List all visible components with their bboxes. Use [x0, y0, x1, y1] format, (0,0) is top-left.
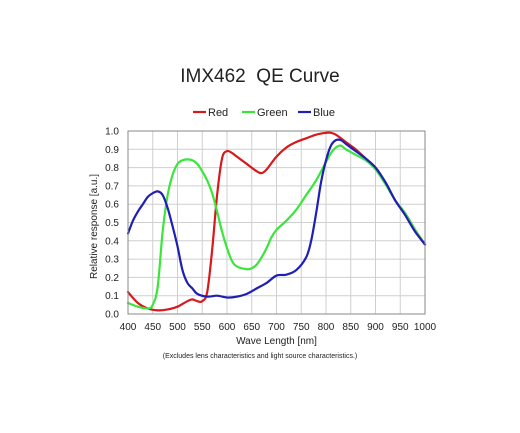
legend-label-red: Red: [208, 107, 228, 119]
x-tick-label: 700: [268, 322, 285, 333]
chart-legend: Red Green Blue: [193, 107, 335, 119]
x-tick-label: 900: [367, 322, 384, 333]
x-tick-label: 550: [194, 322, 211, 333]
y-tick-label: 0.8: [105, 163, 119, 174]
plot-frame: [127, 130, 426, 315]
y-tick-label: 0.2: [105, 273, 119, 284]
legend-label-green: Green: [257, 107, 288, 119]
x-axis-label: Wave Length [nm]: [236, 336, 317, 347]
y-tick-label: 0.6: [105, 200, 119, 211]
y-tick-label: 0.0: [105, 310, 119, 321]
series-line-blue: [126, 138, 427, 299]
chart-series: [126, 131, 427, 312]
chart-footnote: (Excludes lens characteristics and light…: [162, 353, 358, 360]
x-tick-label: 450: [144, 322, 161, 333]
y-tick-label: 1.0: [105, 127, 119, 138]
y-tick-labels: 0.0 0.1 0.2 0.3 0.4 0.5 0.6 0.7 0.8 0.9 1.0: [105, 127, 119, 321]
x-tick-label: 600: [219, 322, 236, 333]
y-tick-label: 0.5: [105, 218, 119, 229]
series-line-green: [126, 144, 427, 310]
chart-title: IMX462 QE Curve: [180, 66, 340, 87]
x-tick-label: 500: [169, 322, 186, 333]
x-tick-label: 950: [392, 322, 409, 333]
x-tick-label: 800: [318, 322, 335, 333]
y-axis-label: Relative response [a.u.]: [89, 174, 100, 279]
y-tick-label: 0.3: [105, 255, 119, 266]
y-tick-label: 0.7: [105, 181, 119, 192]
x-tick-label: 850: [342, 322, 359, 333]
y-tick-label: 0.4: [105, 236, 119, 247]
x-tick-label: 750: [293, 322, 310, 333]
x-tick-label: 1000: [414, 322, 437, 333]
x-tick-label: 650: [243, 322, 260, 333]
x-tick-labels: 400 450 500 550 600 650 700 750 800 850 900 950 1000: [120, 322, 437, 333]
x-tick-label: 400: [120, 322, 137, 333]
y-tick-label: 0.1: [105, 291, 119, 302]
y-tick-label: 0.9: [105, 145, 119, 156]
legend-label-blue: Blue: [313, 107, 335, 119]
